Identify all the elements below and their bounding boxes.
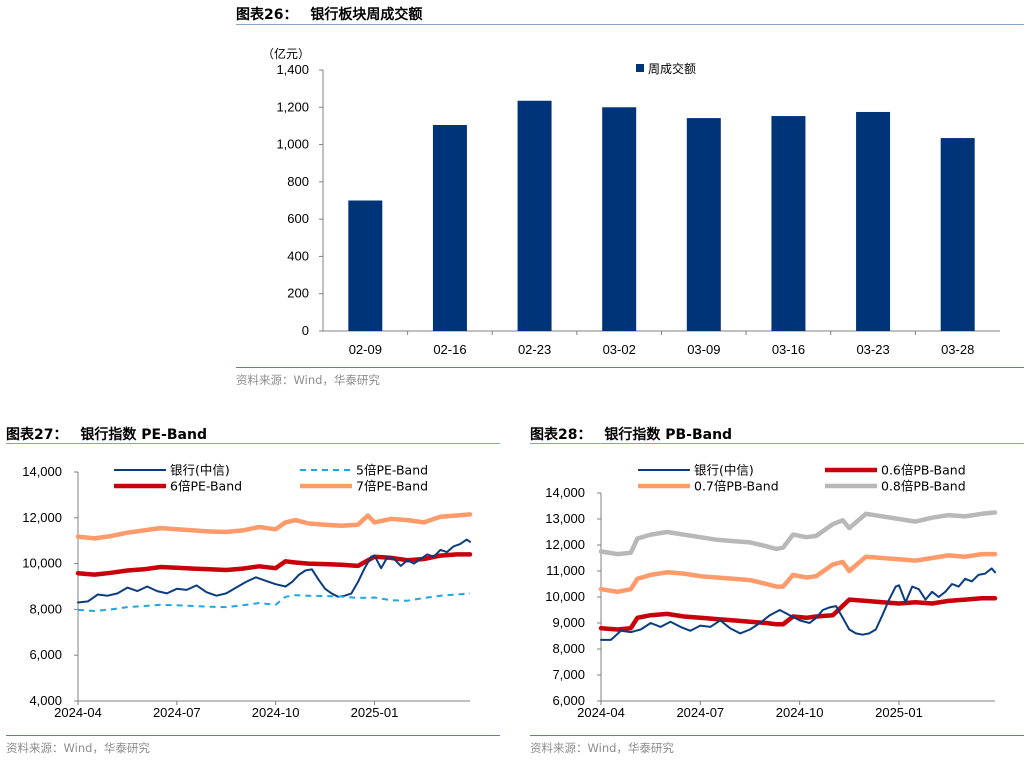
series-line-2 (75, 552, 473, 577)
series-line-1 (77, 592, 471, 612)
x-tick-label: 2025-01 (351, 705, 399, 720)
y-tick-label: 6,000 (552, 693, 585, 708)
x-tick-label: 03-28 (941, 342, 974, 357)
fig28-title-text: 银行指数 PB-Band (604, 427, 733, 443)
y-tick-label: 4,000 (29, 693, 62, 708)
bar (602, 107, 637, 332)
legend-label: 0.8倍PB-Band (881, 479, 966, 494)
legend-label: 银行(中信) (694, 463, 754, 478)
y-tick-label: 1,200 (276, 99, 309, 114)
legend-label: 0.7倍PB-Band (694, 479, 779, 494)
series-line-3 (75, 512, 473, 541)
fig26-title-rule (236, 24, 1024, 25)
y-tick-label: 400 (287, 248, 309, 263)
bar (856, 111, 891, 331)
y-tick-label: 6,000 (29, 647, 62, 662)
fig26-title-text: 银行板块周成交额 (310, 7, 423, 23)
y-tick-label: 14,000 (545, 485, 585, 500)
fig26-label: 图表26： (236, 7, 298, 23)
x-tick-label: 2025-01 (875, 705, 923, 720)
y-axis-unit-label: （亿元） (262, 46, 310, 61)
series-line-0 (77, 538, 471, 604)
legend-label: 银行(中信) (170, 463, 230, 478)
fig27-label: 图表27： (6, 427, 68, 443)
fig28-title: 图表28： 银行指数 PB-Band (530, 424, 732, 444)
fig27-title-rule (6, 443, 500, 444)
y-tick-label: 1,400 (276, 62, 309, 77)
bar (686, 118, 721, 331)
series-line-1 (598, 596, 998, 632)
bar (940, 138, 975, 331)
y-tick-label: 10,000 (545, 589, 585, 604)
y-tick-label: 0 (302, 323, 309, 338)
y-tick-label: 10,000 (22, 556, 62, 571)
fig28-source-rule (530, 735, 1024, 736)
legend-label: 周成交额 (648, 61, 696, 76)
fig27-source: 资料来源：Wind，华泰研究 (6, 741, 150, 755)
y-tick-label: 9,000 (552, 615, 585, 630)
x-tick-label: 2024-10 (776, 705, 824, 720)
x-tick-label: 2024-07 (153, 705, 201, 720)
x-tick-label: 02-09 (349, 342, 382, 357)
x-tick-label: 03-16 (772, 342, 805, 357)
bar (771, 116, 806, 332)
y-tick-label: 600 (287, 211, 309, 226)
series-line-0 (600, 567, 996, 641)
y-tick-label: 7,000 (552, 667, 585, 682)
y-tick-label: 8,000 (29, 601, 62, 616)
x-tick-label: 2024-07 (676, 705, 724, 720)
y-tick-label: 8,000 (552, 641, 585, 656)
y-tick-label: 13,000 (545, 511, 585, 526)
x-tick-label: 02-16 (433, 342, 466, 357)
y-tick-label: 11,000 (546, 563, 585, 578)
legend-label: 5倍PE-Band (356, 463, 428, 478)
fig26-title: 图表26： 银行板块周成交额 (236, 4, 422, 24)
fig28-source: 资料来源：Wind，华泰研究 (530, 741, 674, 755)
legend-swatch (636, 64, 644, 72)
fig27-source-rule (6, 735, 500, 736)
fig28-label: 图表28： (530, 427, 592, 443)
x-tick-label: 2024-04 (577, 705, 625, 720)
y-tick-label: 200 (287, 286, 309, 301)
series-line-3 (598, 510, 998, 557)
bar (517, 100, 552, 331)
x-tick-label: 02-23 (518, 342, 551, 357)
legend-label: 0.6倍PB-Band (881, 463, 966, 478)
bar (348, 200, 383, 331)
y-tick-label: 14,000 (22, 464, 62, 479)
y-tick-label: 800 (287, 174, 309, 189)
x-tick-label: 2024-10 (252, 705, 300, 720)
y-tick-label: 1,000 (276, 137, 309, 152)
series-line-2 (598, 551, 998, 595)
fig26-source: 资料来源：Wind，华泰研究 (236, 373, 380, 387)
bar (432, 124, 467, 331)
y-tick-label: 12,000 (545, 537, 585, 552)
legend-label: 7倍PE-Band (356, 479, 428, 494)
fig27-title: 图表27： 银行指数 PE-Band (6, 424, 207, 444)
x-tick-label: 03-02 (603, 342, 636, 357)
legend-label: 6倍PE-Band (170, 479, 242, 494)
x-tick-label: 03-09 (687, 342, 720, 357)
x-tick-label: 03-23 (856, 342, 889, 357)
fig26-source-rule (236, 367, 1024, 368)
fig27-title-text: 银行指数 PE-Band (80, 427, 207, 443)
y-tick-label: 12,000 (22, 510, 62, 525)
x-tick-label: 2024-04 (54, 705, 102, 720)
fig28-title-rule (530, 443, 1024, 444)
